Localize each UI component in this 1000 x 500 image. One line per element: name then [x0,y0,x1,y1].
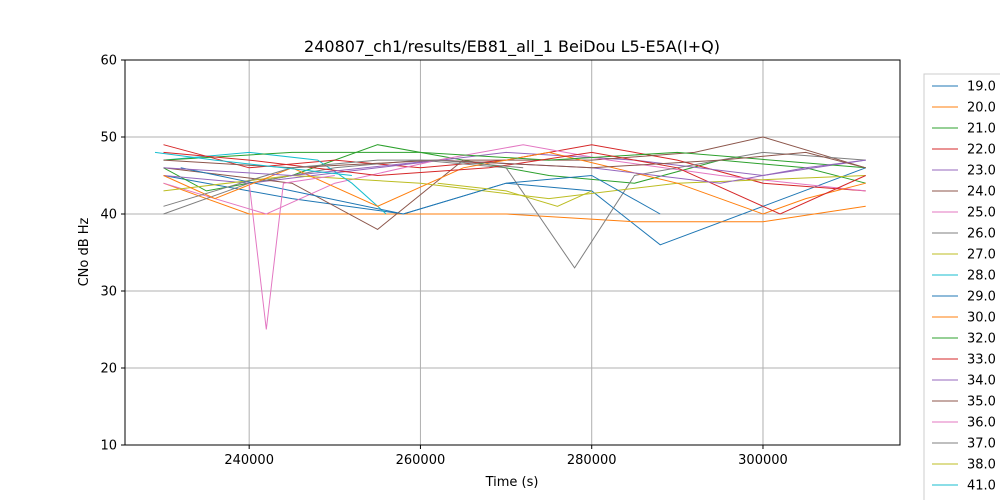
series-lines [154,136,866,330]
legend-label: 37.0 [967,437,996,452]
series-line-32-0 [163,151,866,169]
y-tick-label: 50 [100,131,117,146]
legend-label: 28.0 [967,269,996,284]
legend-box [923,73,1000,500]
y-tick-label: 20 [100,362,117,377]
series-line-37-0 [163,159,524,207]
x-tick-label: 300000 [738,453,788,468]
series-line-25-0 [163,144,866,215]
series-line-28-0 [163,151,387,215]
plot-frame [124,59,901,446]
legend-label: 22.0 [967,143,996,158]
y-axis-title: CNo dB Hz [77,217,92,286]
y-tick-label: 10 [100,439,117,454]
series-line-19-0 [163,167,866,246]
legend-label: 23.0 [967,164,996,179]
grid [125,59,900,446]
legend-label: 20.0 [967,101,996,116]
series-line-36-0 [248,175,335,330]
series-line-30-0 [163,151,866,215]
x-tick-label: 260000 [396,453,446,468]
legend-label: 36.0 [967,416,996,431]
legend-label: 26.0 [967,227,996,242]
series-line-38-0 [437,182,592,207]
legend-label: 35.0 [967,395,996,410]
legend-label: 19.0 [967,80,996,95]
series-line-33-0 [163,151,866,215]
legend-label: 41.0 [967,479,996,494]
x-axis-title: Time (s) [485,475,539,490]
legend-label: 32.0 [967,332,996,347]
x-axis: 240000 260000 280000 300000 [224,445,788,468]
series-line-27-0 [163,174,866,200]
x-tick-label: 240000 [224,453,274,468]
legend-label: 24.0 [967,185,996,200]
y-tick-label: 30 [100,285,117,300]
legend-label: 30.0 [967,311,996,326]
y-axis: 10 20 30 40 50 60 [100,54,125,454]
series-line-29-0 [180,167,661,215]
chart-title: 240807_ch1/results/EB81_all_1 BeiDou L5-… [304,37,720,57]
y-tick-label: 40 [100,208,117,223]
legend-label: 25.0 [967,206,996,221]
x-tick-label: 280000 [567,453,617,468]
series-line-20-0 [163,182,866,223]
series-line-41-0 [154,151,352,176]
legend-label: 33.0 [967,353,996,368]
legend-label: 38.0 [967,458,996,473]
legend-label: 27.0 [967,248,996,263]
legend: 19.0 20.0 21.0 22.0 23.0 24.0 25.0 26.0 27.0 28.0… [923,73,1000,500]
series-line-24-0 [163,136,866,230]
legend-label: 34.0 [967,374,996,389]
legend-label: 21.0 [967,122,996,137]
legend-label: 29.0 [967,290,996,305]
y-tick-label: 60 [100,54,117,69]
